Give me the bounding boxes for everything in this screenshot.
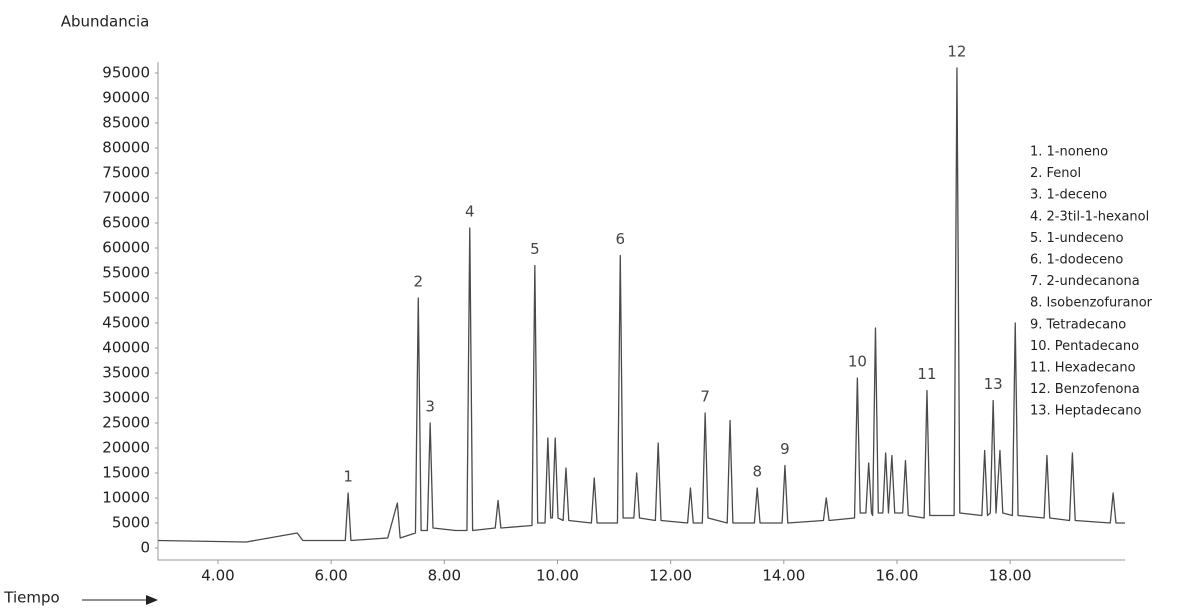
y-tick-label: 75000 <box>102 164 150 182</box>
x-tick-label: 12.00 <box>649 567 692 585</box>
y-tick-label: 45000 <box>102 314 150 332</box>
axes <box>157 62 1125 561</box>
legend-entry: 3. 1-deceno <box>1030 188 1107 203</box>
y-tick-label: 90000 <box>102 89 150 107</box>
legend-entry: 4. 2-3til-1-hexanol <box>1030 209 1149 224</box>
y-axis-label: Abundancia <box>61 13 150 31</box>
y-tick-label: 80000 <box>102 139 150 157</box>
peak-label: 4 <box>465 203 475 221</box>
y-tick-label: 85000 <box>102 114 150 132</box>
y-tick-label: 95000 <box>102 64 150 82</box>
y-tick-label: 55000 <box>102 264 150 282</box>
peak-label: 6 <box>616 230 626 248</box>
y-tick-label: 0 <box>140 539 150 557</box>
peak-label: 2 <box>414 273 424 291</box>
peak-label: 1 <box>343 468 353 486</box>
x-tick-label: 4.00 <box>201 567 234 585</box>
y-tick-label: 40000 <box>102 339 150 357</box>
peak-label: 11 <box>917 365 936 383</box>
legend-entry: 12. Benzofenona <box>1030 382 1140 397</box>
x-tick-label: 8.00 <box>428 567 461 585</box>
x-arrow-head <box>146 595 158 605</box>
y-tick-label: 5000 <box>112 514 150 532</box>
x-tick-label: 6.00 <box>314 567 347 585</box>
y-tick-label: 35000 <box>102 364 150 382</box>
legend-entry: 13. Heptadecano <box>1030 404 1141 419</box>
legend-entry: 9. Tetradecano <box>1030 317 1126 332</box>
y-tick-label: 30000 <box>102 389 150 407</box>
y-tick-label: 15000 <box>102 464 150 482</box>
legend-entry: 2. Fenol <box>1030 166 1081 181</box>
y-tick-label: 25000 <box>102 414 150 432</box>
peak-label: 3 <box>425 398 435 416</box>
y-tick-label: 10000 <box>102 489 150 507</box>
trace <box>157 67 1125 543</box>
y-tick-label: 20000 <box>102 439 150 457</box>
x-tick-label: 10.00 <box>536 567 579 585</box>
legend-entry: 6. 1-dodeceno <box>1030 253 1123 268</box>
peak-label: 8 <box>752 463 762 481</box>
y-tick-label: 65000 <box>102 214 150 232</box>
peak-label: 5 <box>530 240 540 258</box>
legend-entry: 1. 1-noneno <box>1030 145 1108 160</box>
legend-entry: 8. Isobenzofuranor <box>1030 296 1153 311</box>
x-tick-label: 18.00 <box>989 567 1032 585</box>
peak-label: 10 <box>848 353 867 371</box>
peak-label: 9 <box>780 440 790 458</box>
peak-label: 7 <box>700 388 710 406</box>
peak-label: 13 <box>984 375 1003 393</box>
legend-entry: 10. Pentadecano <box>1030 339 1139 354</box>
legend-entry: 11. Hexadecano <box>1030 361 1136 376</box>
x-axis-label: Tiempo <box>3 589 59 607</box>
y-tick-label: 50000 <box>102 289 150 307</box>
legend-entry: 5. 1-undeceno <box>1030 231 1124 246</box>
x-tick-label: 14.00 <box>762 567 805 585</box>
x-tick-label: 16.00 <box>875 567 918 585</box>
legend-entry: 7. 2-undecanona <box>1030 274 1140 289</box>
peak-label: 12 <box>947 43 966 61</box>
y-tick-label: 70000 <box>102 189 150 207</box>
y-tick-label: 60000 <box>102 239 150 257</box>
